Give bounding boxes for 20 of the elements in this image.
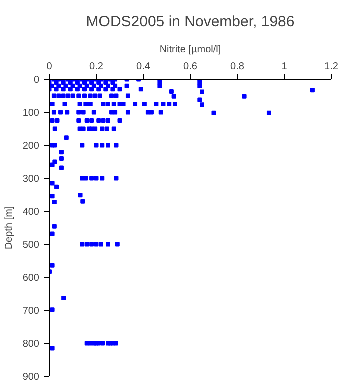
- x-tick-label: 0.2: [90, 62, 104, 72]
- y-tick-label: 600: [22, 273, 40, 284]
- x-tick-label: 0: [46, 62, 53, 72]
- y-tick-label: 300: [22, 174, 40, 185]
- x-tick-label: 1: [282, 62, 288, 72]
- y-tick-label: 700: [22, 306, 40, 317]
- chart-title: MODS2005 in November, 1986: [86, 14, 295, 30]
- y-tick-label: 500: [22, 240, 40, 251]
- y-tick-label: 900: [22, 372, 40, 383]
- y-tick-label: 400: [22, 207, 40, 218]
- y-tick-label: 200: [22, 141, 40, 152]
- y-tick-label: 800: [22, 339, 40, 350]
- x-tick-label: 1.2: [324, 62, 339, 72]
- y-tick-label: 0: [34, 75, 40, 86]
- x-tick-label: 0.6: [184, 62, 198, 72]
- x-axis-title: Nitrite [µmol/l]: [160, 44, 222, 56]
- x-tick-label: 0.8: [230, 62, 245, 72]
- x-tick-label: 0.4: [136, 62, 151, 72]
- y-axis-title: Depth [m]: [4, 206, 15, 250]
- y-tick-label: 100: [22, 108, 40, 119]
